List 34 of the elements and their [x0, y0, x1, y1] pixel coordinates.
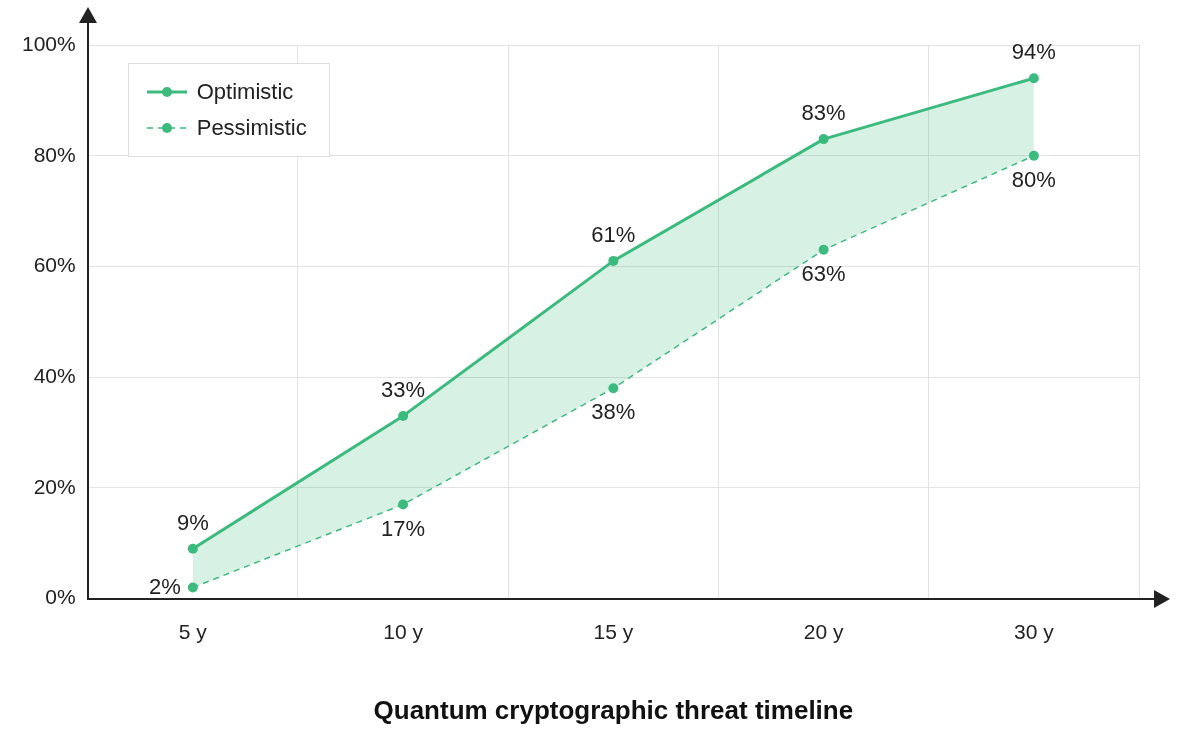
data-label: 80%: [1011, 166, 1056, 192]
data-label: 9%: [176, 509, 209, 535]
y-tick-label: 100%: [21, 31, 76, 55]
point: [608, 255, 619, 266]
y-tick-label: 20%: [33, 474, 76, 498]
point: [818, 244, 829, 255]
point: [818, 134, 829, 145]
point: [187, 543, 198, 554]
point: [187, 582, 198, 593]
data-label: 94%: [1011, 39, 1056, 65]
data-label: 38%: [591, 399, 636, 425]
y-tick-label: 80%: [33, 142, 76, 166]
x-tick-label: 15 y: [593, 620, 634, 643]
point: [398, 499, 409, 510]
x-tick-label: 20 y: [803, 620, 844, 643]
point: [398, 410, 409, 421]
legend-label: Optimistic: [196, 79, 294, 105]
data-label: 2%: [149, 573, 181, 599]
legend-label: Pessimistic: [196, 115, 307, 141]
data-label: 33%: [381, 376, 426, 402]
point: [608, 383, 619, 394]
x-tick-label: 5 y: [178, 620, 208, 643]
data-label: 17%: [381, 515, 426, 541]
y-tick-label: 0%: [45, 585, 76, 609]
point: [1028, 150, 1039, 161]
data-label: 63%: [801, 260, 846, 286]
y-tick-label: 40%: [33, 363, 76, 387]
data-label: 83%: [801, 100, 846, 126]
y-tick-label: 60%: [33, 253, 76, 277]
data-label: 61%: [591, 221, 636, 247]
x-tick-label: 30 y: [1014, 620, 1055, 643]
x-tick-label: 10 y: [383, 620, 424, 643]
x-axis-title: Quantum cryptographic threat timeline: [373, 694, 854, 725]
point: [1028, 73, 1039, 84]
